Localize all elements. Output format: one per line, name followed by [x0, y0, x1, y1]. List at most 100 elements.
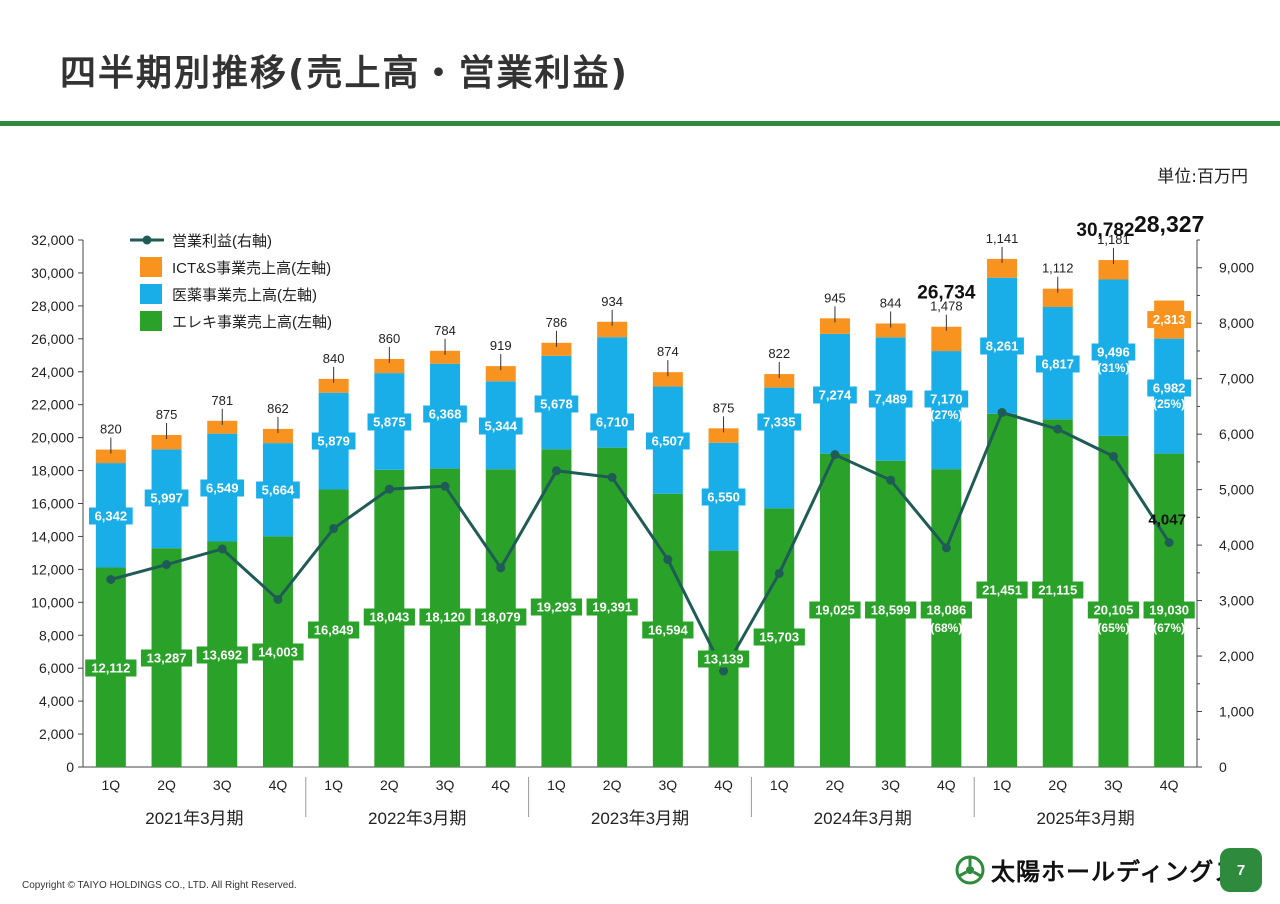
pharma-value-label-bg: [701, 488, 746, 506]
ict-value-label: 862: [267, 401, 289, 416]
x-tick-label: 1Q: [102, 777, 121, 793]
ict-value-label: 2,313: [1153, 312, 1186, 327]
pharma-value-label-bg: [1091, 343, 1136, 361]
ict-value-label: 822: [768, 346, 790, 361]
x-tick-label: 3Q: [436, 777, 455, 793]
elec-value-label: 19,391: [592, 600, 632, 615]
elec-value-label: 18,043: [369, 610, 409, 625]
left-tick-label: 30,000: [31, 265, 74, 281]
elec-value-label: 18,599: [871, 603, 911, 618]
unit-label: 単位:百万円: [1157, 167, 1248, 187]
ict-value-label: 1,181: [1097, 232, 1130, 247]
x-tick-label: 4Q: [937, 777, 956, 793]
elec-value-label: 15,703: [759, 630, 799, 645]
pharma-value-label: 5,879: [317, 434, 350, 449]
profit-line: [110, 410, 1171, 675]
left-tick-label: 12,000: [31, 561, 74, 577]
x-tick-label: 1Q: [770, 777, 789, 793]
pharma-value-label: 7,489: [874, 392, 907, 407]
left-tick-label: 20,000: [31, 430, 74, 446]
ict-value-label: 934: [601, 294, 623, 309]
elec-value-label-bg: [252, 643, 304, 661]
pharma-value-label: 5,344: [484, 419, 517, 434]
pharma-value-label-bg: [924, 390, 969, 408]
elec-value-label-bg: [976, 581, 1028, 599]
elec-value-label-bg: [920, 601, 972, 619]
elec-value-label: 13,692: [202, 648, 242, 663]
legend-swatch: [140, 284, 162, 304]
bar-ict: [819, 318, 850, 334]
left-tick-label: 8,000: [39, 627, 74, 643]
x-tick-label: 1Q: [547, 777, 566, 793]
ict-value-label: 840: [323, 351, 345, 366]
pharma-value-label: 7,274: [819, 388, 852, 403]
x-tick-label: 3Q: [1104, 777, 1123, 793]
right-tick-label: 5,000: [1219, 482, 1254, 498]
elec-value-label: 13,139: [704, 652, 744, 667]
profit-point: [886, 475, 896, 485]
elec-value-label: 14,003: [258, 645, 298, 660]
left-tick-label: 16,000: [31, 496, 74, 512]
pharma-value-label-bg: [423, 405, 467, 423]
pharma-value-label-bg: [1035, 355, 1080, 373]
left-tick-label: 6,000: [39, 660, 74, 676]
pharma-share-label: (25%): [1153, 397, 1185, 411]
right-tick-label: 2,000: [1219, 648, 1254, 664]
ict-value-label: 1,478: [930, 299, 963, 314]
pharma-value-label: 6,817: [1041, 357, 1074, 372]
page-number: 7: [1220, 848, 1262, 892]
fiscal-year-label: 2021年3月期: [145, 809, 243, 828]
page-title: 四半期別推移(売上高・営業利益): [60, 53, 629, 94]
bar-ict: [1098, 260, 1129, 280]
ict-value-label: 1,112: [1042, 261, 1074, 276]
right-tick-label: 7,000: [1219, 371, 1254, 387]
x-tick-label: 2Q: [157, 777, 176, 793]
elec-value-label: 21,115: [1038, 583, 1077, 598]
right-tick-label: 9,000: [1219, 260, 1254, 276]
profit-point: [997, 408, 1007, 418]
elec-value-label-bg: [1143, 601, 1195, 619]
left-tick-label: 14,000: [31, 528, 74, 544]
bar-ict: [485, 366, 516, 382]
bar-ict: [430, 350, 461, 364]
profit-point: [719, 666, 729, 676]
left-tick-label: 22,000: [31, 397, 74, 413]
bar-ict: [652, 372, 683, 387]
elec-value-label-bg: [140, 649, 193, 667]
elec-value-label: 21,451: [982, 583, 1022, 598]
elec-value-label: 19,025: [815, 603, 855, 618]
total-value-label: 28,327: [1134, 211, 1204, 237]
elec-share-label: (65%): [1097, 621, 1129, 635]
pharma-value-label-bg: [200, 479, 245, 497]
right-tick-label: 3,000: [1219, 593, 1254, 609]
pharma-value-label: 5,997: [150, 491, 183, 506]
profit-point: [440, 481, 450, 491]
x-tick-label: 2Q: [826, 777, 845, 793]
fiscal-year-label: 2024年3月期: [814, 809, 912, 828]
pharma-value-label-bg: [311, 432, 356, 450]
right-tick-label: 8,000: [1219, 315, 1254, 331]
title-divider: [0, 121, 1280, 126]
fiscal-year-label: 2025年3月期: [1036, 809, 1134, 828]
bar-ict: [764, 374, 795, 388]
pharma-value-label: 8,261: [986, 339, 1019, 354]
profit-point: [384, 484, 394, 494]
pharma-value-label: 6,549: [206, 481, 239, 496]
ict-value-label: 786: [546, 315, 568, 330]
elec-value-label: 19,293: [537, 600, 577, 615]
profit-point: [774, 568, 784, 578]
ict-value-label: 919: [490, 338, 512, 353]
elec-value-label-bg: [196, 646, 248, 664]
pharma-value-label: 6,550: [707, 490, 740, 505]
elec-value-label-bg: [308, 621, 360, 639]
pharma-value-label: 7,170: [930, 392, 963, 407]
right-tick-label: 6,000: [1219, 426, 1254, 442]
left-tick-label: 28,000: [31, 298, 74, 314]
pharma-value-label-bg: [590, 413, 634, 431]
left-tick-label: 24,000: [31, 364, 74, 380]
elec-value-label: 19,030: [1149, 603, 1189, 618]
profit-point: [607, 472, 617, 482]
bar-elec: [1098, 435, 1129, 767]
x-tick-label: 2Q: [1048, 777, 1067, 793]
